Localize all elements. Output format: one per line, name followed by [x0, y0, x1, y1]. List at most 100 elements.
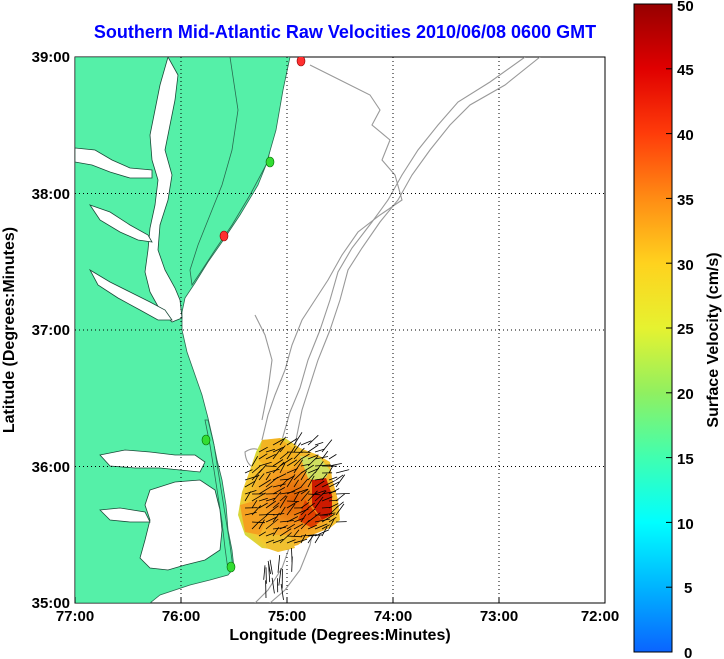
velocity-arrow — [286, 438, 298, 446]
velocity-arrow — [335, 493, 350, 495]
station-marker — [201, 434, 211, 446]
velocity-arrow — [328, 518, 335, 530]
velocity-arrow — [258, 446, 268, 453]
velocity-arrow — [314, 490, 327, 502]
velocity-arrow — [314, 456, 329, 460]
colorbar-tick-label: 10 — [677, 516, 694, 533]
velocity-arrow — [291, 547, 293, 563]
velocity-arrow — [272, 512, 280, 523]
velocity-arrow — [251, 474, 259, 488]
velocity-arrow — [293, 432, 303, 446]
velocity-arrow — [286, 468, 298, 474]
x-tick-label: 75:00 — [268, 608, 306, 625]
velocity-arrow — [293, 442, 302, 453]
velocity-arrow — [328, 463, 342, 467]
velocity-arrow — [267, 560, 271, 575]
velocity-arrow — [244, 475, 260, 481]
station-marker — [265, 156, 275, 168]
y-tick-label: 37:00 — [32, 322, 70, 339]
velocity-arrow — [272, 487, 286, 495]
velocity-arrow — [280, 583, 284, 600]
velocity-arrow — [272, 447, 282, 460]
velocity-arrow — [307, 468, 319, 474]
velocity-arrow — [328, 481, 340, 488]
colorbar-tick-label: 50 — [677, 0, 694, 15]
grid-lines — [75, 57, 605, 603]
velocity-arrow — [272, 538, 284, 544]
velocity-arrow — [258, 453, 268, 460]
velocity-arrow — [251, 499, 258, 509]
velocity-arrow — [293, 447, 305, 460]
velocity-arrow — [314, 480, 325, 488]
velocity-arrow — [293, 491, 300, 502]
colorbar-tick-label: 40 — [677, 127, 694, 144]
albemarle-sound — [99, 449, 206, 473]
velocity-arrow — [300, 470, 307, 481]
velocity-arrow — [307, 434, 319, 446]
velocity-arrow — [307, 502, 315, 509]
velocity-arrow — [314, 464, 331, 467]
velocity-arrow — [258, 531, 267, 537]
velocity-arrow — [265, 532, 275, 537]
velocity-arrow — [307, 455, 319, 467]
velocity-arrow — [251, 521, 260, 530]
velocity-arrow — [258, 514, 268, 523]
velocity-arrow — [307, 534, 315, 544]
x-tick-label: 76:00 — [162, 608, 200, 625]
velocity-arrow — [279, 436, 287, 446]
velocity-arrow — [335, 474, 344, 481]
velocity-arrow — [279, 457, 293, 467]
velocity-arrow — [269, 559, 273, 575]
velocity-arrow — [251, 465, 261, 474]
velocity-arrow — [300, 440, 312, 446]
velocity-arrow — [321, 439, 333, 453]
velocity-arrow — [328, 503, 339, 509]
velocity-arrow — [300, 464, 315, 474]
velocity-arrow — [265, 516, 278, 523]
velocity-arrow — [314, 448, 325, 453]
x-axis-label: Longitude (Degrees:Minutes) — [229, 627, 450, 644]
velocity-arrow — [321, 512, 336, 516]
velocity-arrow — [286, 474, 296, 488]
velocity-arrow — [279, 495, 288, 509]
velocity-arrow — [328, 476, 338, 481]
velocity-arrow — [300, 519, 310, 530]
velocity-arrow — [293, 471, 303, 481]
velocity-arrow — [286, 445, 296, 460]
velocity-arrow — [272, 438, 285, 446]
velocity-arrow — [307, 444, 319, 453]
colorbar-tick-label: 30 — [677, 257, 694, 274]
colorbar-ticks — [666, 3, 672, 653]
colorbar-label: Surface Velocity (cm/s) — [705, 252, 722, 427]
x-tick-marks — [74, 597, 606, 603]
colorbar-tick-label: 45 — [677, 62, 694, 79]
velocity-arrow — [300, 534, 307, 544]
velocity-arrow — [279, 445, 286, 453]
velocity-arrow — [300, 514, 307, 523]
y-tick-label: 36:00 — [32, 459, 70, 476]
velocity-arrow — [307, 472, 316, 481]
velocity-arrow — [251, 469, 263, 481]
velocity-arrow — [258, 519, 265, 530]
velocity-arrow — [321, 450, 329, 460]
velocity-arrow — [328, 505, 339, 516]
velocity-arrow — [293, 538, 308, 544]
velocity-arrow — [251, 505, 262, 516]
velocity-arrow — [258, 485, 273, 495]
velocity-arrow — [265, 500, 277, 509]
velocity-arrow — [328, 454, 337, 460]
velocity-arrow — [307, 490, 318, 502]
velocity-arrow — [286, 503, 296, 516]
y-tick-label: 38:00 — [32, 186, 70, 203]
velocity-arrow — [265, 465, 277, 467]
velocity-arrow — [279, 451, 289, 460]
velocity-arrow — [335, 493, 346, 502]
velocity-arrow — [265, 468, 280, 474]
potomac-river — [75, 147, 153, 179]
velocity-arrow — [251, 455, 259, 467]
velocity-arrow — [258, 502, 268, 509]
velocity-arrow — [258, 473, 265, 481]
velocity-arrow — [286, 501, 298, 509]
velocity-arrow — [321, 524, 330, 530]
